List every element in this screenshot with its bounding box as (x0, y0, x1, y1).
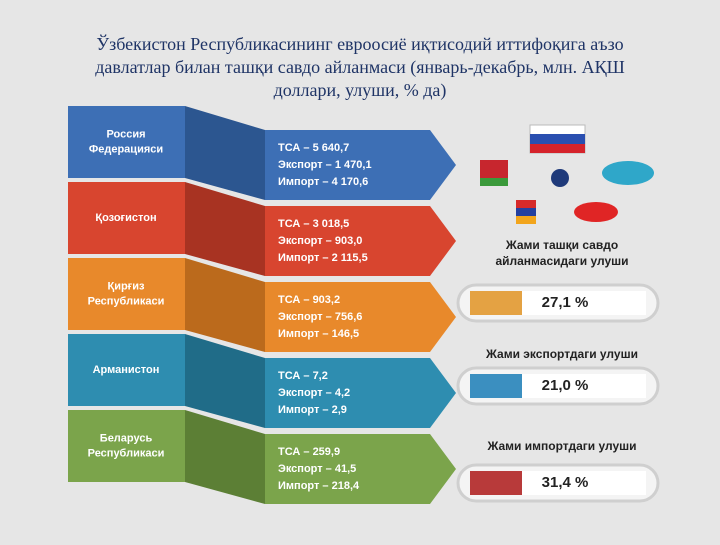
share-label: Жами экспортдаги улуши (485, 347, 638, 361)
country-name: Арманистон (93, 364, 160, 376)
share-field (522, 291, 646, 315)
arrow-box (265, 282, 456, 352)
trade-line: ТСА – 5 640,7 (278, 142, 349, 154)
arrow-box (265, 358, 456, 428)
trade-line: ТСА – 3 018,5 (278, 218, 349, 230)
country-name: Россия (106, 128, 145, 140)
connector (185, 334, 265, 428)
arrow-box (265, 130, 456, 200)
title-line: Ўзбекистон Республикасининг евроосиё иқт… (96, 33, 623, 54)
share-field (522, 471, 646, 495)
trade-line: Импорт – 146,5 (278, 328, 359, 340)
country-box (68, 182, 185, 254)
share-value: 31,4 % (542, 474, 589, 491)
share-fill (470, 291, 522, 315)
country-name: Қозоғистон (95, 212, 156, 224)
trade-line: Экспорт – 756,6 (278, 311, 362, 323)
country-box (68, 410, 185, 482)
share-fill (470, 374, 522, 398)
connector (185, 258, 265, 352)
trade-line: Импорт – 4 170,6 (278, 176, 368, 188)
trade-line: Экспорт – 41,5 (278, 463, 356, 475)
trade-line: ТСА – 259,9 (278, 446, 340, 458)
country-name: Қирғиз (107, 280, 145, 292)
trade-line: Импорт – 2,9 (278, 404, 347, 416)
country-box (68, 106, 185, 178)
country-name: Федерацияси (89, 143, 163, 155)
country-name: Республикаси (88, 447, 165, 459)
share-value: 21,0 % (542, 377, 589, 394)
trade-line: Экспорт – 1 470,1 (278, 159, 372, 171)
trade-line: Экспорт – 903,0 (278, 235, 362, 247)
trade-line: ТСА – 7,2 (278, 370, 328, 382)
title-line: давлатлар билан ташқи савдо айланмаси (я… (95, 57, 625, 78)
share-label: Жами ташқи савдо (505, 238, 618, 252)
trade-line: ТСА – 903,2 (278, 294, 340, 306)
arrow-box (265, 434, 456, 504)
country-name: Беларусь (100, 432, 153, 444)
trade-line: Импорт – 218,4 (278, 480, 360, 492)
share-label: Жами импортдаги улуши (486, 439, 636, 453)
country-box (68, 334, 185, 406)
arrow-box (265, 206, 456, 276)
share-label: айланмасидаги улуши (495, 254, 628, 268)
share-field (522, 374, 646, 398)
share-value: 27,1 % (542, 294, 589, 311)
country-box (68, 258, 185, 330)
share-fill (470, 471, 522, 495)
connector (185, 410, 265, 504)
flags (480, 124, 654, 224)
trade-line: Импорт – 2 115,5 (278, 252, 368, 264)
country-name: Республикаси (88, 295, 165, 307)
trade-line: Экспорт – 4,2 (278, 387, 350, 399)
title-line: доллари, улуши, % да) (274, 80, 447, 101)
connector (185, 106, 265, 200)
connector (185, 182, 265, 276)
